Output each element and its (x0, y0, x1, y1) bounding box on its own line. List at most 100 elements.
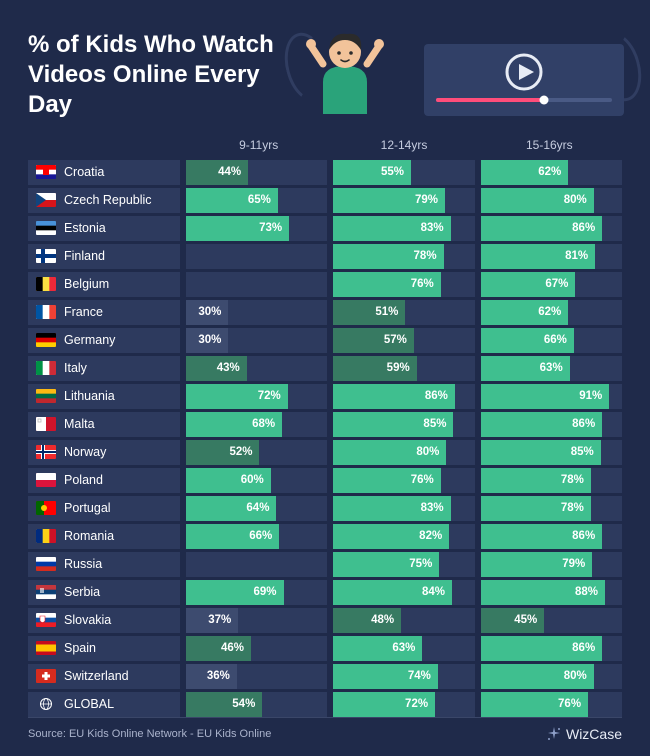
bar-track: 74% (333, 664, 474, 689)
bar-track: 86% (333, 384, 474, 409)
bar-track: 88% (481, 580, 622, 605)
bar-track: 62% (481, 160, 622, 185)
bar-track: 63% (333, 636, 474, 661)
bar-track: 37% (186, 608, 327, 633)
table-row: Romania 66% 82% 86% (28, 524, 622, 549)
bar-track: 67% (481, 272, 622, 297)
col-header-3: 15-16yrs (477, 138, 622, 152)
bar-fill: 48% (333, 608, 401, 633)
table-row: Portugal64%83%78% (28, 496, 622, 521)
country-cell: Estonia (28, 216, 180, 241)
bar-track: 80% (333, 440, 474, 465)
bar-track: 75% (333, 552, 474, 577)
country-name: Malta (64, 417, 95, 431)
country-cell: Switzerland (28, 664, 180, 689)
country-cell: Lithuania (28, 384, 180, 409)
bar-fill: 83% (333, 216, 450, 241)
bar-track (186, 552, 327, 577)
table-row: GLOBAL54%72%76% (28, 692, 622, 717)
chart-title: % of Kids Who Watch Videos Online Every … (28, 30, 288, 120)
bar-fill: 72% (186, 384, 288, 409)
bar-fill: 86% (333, 384, 455, 409)
bar-track: 72% (333, 692, 474, 717)
bar-fill: 79% (333, 188, 445, 213)
country-cell: Malta (28, 412, 180, 437)
country-name: Finland (64, 249, 105, 263)
bar-track: 91% (481, 384, 622, 409)
country-name: Serbia (64, 585, 100, 599)
bar-fill: 66% (481, 328, 574, 353)
bar-fill: 67% (481, 272, 576, 297)
country-cell: Finland (28, 244, 180, 269)
bar-fill: 80% (481, 664, 594, 689)
bar-track: 76% (481, 692, 622, 717)
bar-track: 86% (481, 412, 622, 437)
bar-track: 78% (481, 468, 622, 493)
bar-track: 86% (481, 636, 622, 661)
table-row: Russia75%79% (28, 552, 622, 577)
bar-track: 84% (333, 580, 474, 605)
country-name: Germany (64, 333, 115, 347)
country-cell: Czech Republic (28, 188, 180, 213)
bar-track: 86% (481, 524, 622, 549)
table-row: Malta 68% 85% 86% (28, 412, 622, 437)
bar-fill: 79% (481, 552, 593, 577)
bar-fill: 30% (186, 328, 228, 353)
bar-track: 55% (333, 160, 474, 185)
header: % of Kids Who Watch Videos Online Every … (28, 30, 622, 120)
bar-track: 85% (333, 412, 474, 437)
country-cell: Romania (28, 524, 180, 549)
country-name: Poland (64, 473, 103, 487)
source-text: Source: EU Kids Online Network - EU Kids… (28, 728, 271, 740)
bar-fill: 86% (481, 216, 603, 241)
bar-fill: 62% (481, 300, 569, 325)
brand-logo: WizCase (547, 726, 622, 742)
bar-track: 45% (481, 608, 622, 633)
infographic-card: % of Kids Who Watch Videos Online Every … (0, 0, 650, 756)
bar-fill: 76% (333, 272, 440, 297)
table-row: Lithuania72% 86% 91% (28, 384, 622, 409)
bar-track: 30% (186, 300, 327, 325)
bar-track: 52% (186, 440, 327, 465)
bar-fill: 69% (186, 580, 284, 605)
bar-fill: 73% (186, 216, 289, 241)
bar-track: 57% (333, 328, 474, 353)
bar-fill: 86% (481, 412, 603, 437)
bar-fill: 76% (481, 692, 588, 717)
table-row: Poland60%76%78% (28, 468, 622, 493)
bar-track: 63% (481, 356, 622, 381)
country-name: Switzerland (64, 669, 129, 683)
bar-fill: 78% (333, 244, 443, 269)
country-cell: Poland (28, 468, 180, 493)
bar-fill: 60% (186, 468, 271, 493)
bar-fill: 62% (481, 160, 569, 185)
bar-track: 44% (186, 160, 327, 185)
country-name: Romania (64, 529, 114, 543)
bar-track: 66% (186, 524, 327, 549)
bar-track (186, 272, 327, 297)
bar-fill: 66% (186, 524, 279, 549)
bar-track: 79% (481, 552, 622, 577)
bar-fill: 78% (481, 496, 591, 521)
bar-fill: 85% (481, 440, 601, 465)
bar-track: 82% (333, 524, 474, 549)
bar-track: 59% (333, 356, 474, 381)
bar-fill: 57% (333, 328, 414, 353)
bar-track: 69% (186, 580, 327, 605)
country-cell: GLOBAL (28, 692, 180, 717)
country-cell: Croatia (28, 160, 180, 185)
bar-fill: 51% (333, 300, 405, 325)
bar-track: 73% (186, 216, 327, 241)
country-name: Portugal (64, 501, 111, 515)
country-cell: Belgium (28, 272, 180, 297)
country-cell: Slovakia (28, 608, 180, 633)
country-cell: Germany (28, 328, 180, 353)
country-name: Slovakia (64, 613, 111, 627)
bar-fill: 68% (186, 412, 282, 437)
col-header-2: 12-14yrs (331, 138, 476, 152)
table-row: Belgium 76% 67% (28, 272, 622, 297)
bar-track: 65% (186, 188, 327, 213)
country-cell: Portugal (28, 496, 180, 521)
bar-fill: 37% (186, 608, 238, 633)
bar-track: 48% (333, 608, 474, 633)
